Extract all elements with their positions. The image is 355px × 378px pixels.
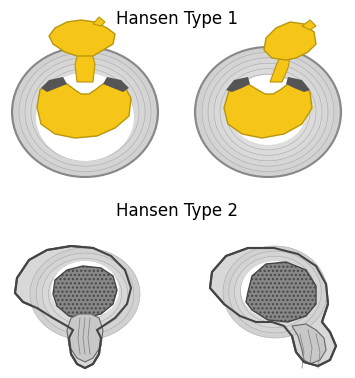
Ellipse shape — [55, 85, 115, 139]
Ellipse shape — [61, 274, 109, 314]
Ellipse shape — [235, 256, 316, 328]
Ellipse shape — [241, 261, 309, 319]
Ellipse shape — [226, 74, 310, 150]
Ellipse shape — [54, 268, 116, 319]
Ellipse shape — [13, 47, 157, 177]
Ellipse shape — [79, 289, 91, 299]
Ellipse shape — [43, 74, 127, 150]
Polygon shape — [224, 82, 312, 138]
Ellipse shape — [73, 101, 97, 123]
Ellipse shape — [67, 96, 103, 128]
Ellipse shape — [232, 79, 304, 144]
Ellipse shape — [202, 53, 334, 172]
Ellipse shape — [55, 85, 115, 139]
Polygon shape — [302, 20, 316, 30]
Ellipse shape — [25, 58, 145, 166]
Ellipse shape — [229, 75, 307, 145]
Polygon shape — [67, 314, 103, 362]
Ellipse shape — [36, 73, 134, 161]
Ellipse shape — [262, 107, 274, 118]
Ellipse shape — [244, 90, 292, 134]
Ellipse shape — [229, 251, 321, 333]
Ellipse shape — [19, 53, 151, 172]
Ellipse shape — [73, 284, 97, 304]
Polygon shape — [292, 324, 326, 364]
Polygon shape — [264, 22, 316, 60]
Text: Hansen Type 2: Hansen Type 2 — [116, 202, 238, 220]
Ellipse shape — [25, 58, 145, 166]
Ellipse shape — [61, 90, 109, 134]
Ellipse shape — [46, 75, 124, 145]
Ellipse shape — [19, 53, 151, 172]
Ellipse shape — [31, 63, 139, 161]
Polygon shape — [103, 77, 129, 92]
Ellipse shape — [36, 253, 134, 335]
Polygon shape — [53, 266, 117, 318]
Ellipse shape — [269, 287, 281, 297]
Polygon shape — [286, 77, 310, 92]
Ellipse shape — [252, 271, 298, 313]
Ellipse shape — [49, 79, 121, 144]
Ellipse shape — [256, 101, 280, 123]
Ellipse shape — [37, 69, 133, 155]
Ellipse shape — [67, 279, 103, 309]
Ellipse shape — [48, 263, 122, 325]
Ellipse shape — [79, 107, 91, 118]
Ellipse shape — [258, 277, 292, 307]
Ellipse shape — [67, 96, 103, 128]
Ellipse shape — [49, 79, 121, 144]
Ellipse shape — [250, 96, 286, 128]
Ellipse shape — [220, 69, 316, 155]
Ellipse shape — [214, 63, 322, 161]
Ellipse shape — [246, 266, 304, 318]
Ellipse shape — [240, 261, 310, 323]
Ellipse shape — [31, 63, 139, 161]
Ellipse shape — [43, 74, 127, 150]
Polygon shape — [15, 246, 131, 368]
Ellipse shape — [51, 261, 119, 319]
Polygon shape — [93, 17, 105, 26]
Polygon shape — [270, 57, 290, 82]
Ellipse shape — [30, 248, 140, 340]
Polygon shape — [75, 54, 95, 82]
Polygon shape — [37, 80, 131, 138]
Ellipse shape — [208, 58, 328, 166]
Polygon shape — [246, 262, 316, 322]
Ellipse shape — [196, 47, 340, 177]
Polygon shape — [210, 248, 336, 366]
Ellipse shape — [61, 90, 109, 134]
Ellipse shape — [13, 47, 157, 177]
Ellipse shape — [223, 246, 327, 338]
Ellipse shape — [263, 282, 286, 302]
Ellipse shape — [79, 107, 91, 118]
Ellipse shape — [37, 69, 133, 155]
Text: Hansen Type 1: Hansen Type 1 — [116, 10, 238, 28]
Polygon shape — [49, 20, 115, 56]
Polygon shape — [41, 77, 67, 92]
Polygon shape — [226, 77, 250, 92]
Ellipse shape — [73, 101, 97, 123]
Ellipse shape — [42, 258, 128, 330]
Ellipse shape — [238, 85, 298, 139]
